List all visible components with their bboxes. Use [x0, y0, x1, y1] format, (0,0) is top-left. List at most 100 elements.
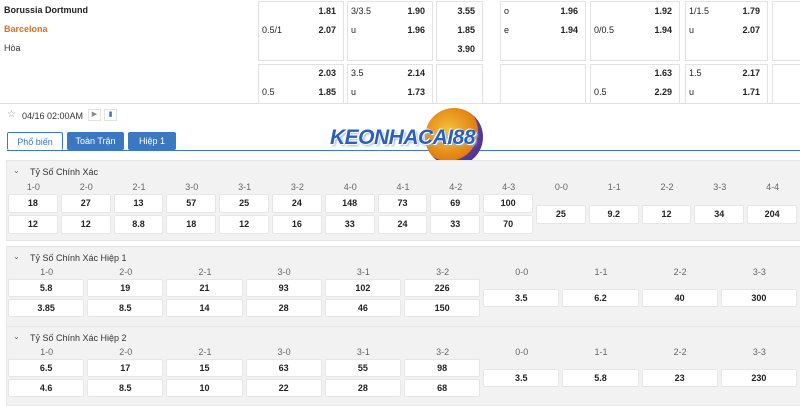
odds-group: [772, 64, 800, 104]
odds-value[interactable]: 3.55: [457, 6, 475, 16]
odds-cell[interactable]: 70: [483, 215, 533, 234]
odds-group: [772, 1, 800, 61]
odds-value[interactable]: 1.94: [560, 25, 578, 35]
odds-cell[interactable]: 8.8: [113, 215, 164, 234]
tab[interactable]: Toàn Trận: [67, 132, 124, 150]
odds-cell[interactable]: 6.2: [562, 289, 639, 307]
odds-cell[interactable]: 25: [536, 204, 586, 224]
odds-value[interactable]: 2.03: [318, 68, 336, 78]
odds-cell[interactable]: 150: [404, 299, 481, 317]
odds-cell[interactable]: 226: [404, 279, 481, 297]
odds-value[interactable]: 2.29: [654, 87, 672, 97]
odds-value[interactable]: 2.07: [318, 25, 336, 35]
score-label: 3-1: [356, 267, 370, 277]
odds-cell[interactable]: 28: [245, 299, 322, 317]
score-label: 4-0: [343, 182, 357, 192]
odds-cell[interactable]: 73: [377, 194, 428, 213]
odds-cell[interactable]: 300: [720, 289, 797, 307]
odds-value[interactable]: 1.90: [407, 6, 425, 16]
tab[interactable]: Hiệp 1: [128, 132, 176, 150]
odds-value[interactable]: 1.96: [407, 25, 425, 35]
odds-cell[interactable]: 22: [245, 379, 322, 397]
odds-cell[interactable]: 33: [430, 215, 481, 234]
odds-cell[interactable]: 93: [245, 279, 322, 297]
odds-cell[interactable]: 5.8: [562, 369, 639, 387]
odds-cell[interactable]: 33: [324, 215, 375, 234]
odds-cell[interactable]: 23: [641, 369, 718, 387]
odds-value[interactable]: 1.94: [654, 25, 672, 35]
odds-value[interactable]: 1.81: [318, 6, 336, 16]
odds-cell[interactable]: 5.8: [8, 279, 85, 297]
stats-button[interactable]: ▮: [104, 109, 117, 121]
odds-cell[interactable]: 148: [324, 194, 375, 213]
tab[interactable]: Phổ biến: [7, 132, 63, 150]
odds-cell[interactable]: 12: [60, 215, 111, 234]
odds-value[interactable]: 1.85: [457, 25, 475, 35]
odds-cell[interactable]: 25: [219, 194, 269, 213]
odds-cell[interactable]: 55: [324, 359, 401, 377]
odds-cell[interactable]: 14: [166, 299, 243, 317]
odds-value[interactable]: 1.79: [742, 6, 760, 16]
odds-cell[interactable]: 68: [404, 379, 481, 397]
odds-cell[interactable]: 4.6: [8, 379, 85, 397]
odds-value[interactable]: 1.63: [654, 68, 672, 78]
odds-value[interactable]: 1.73: [407, 87, 425, 97]
odds-cell[interactable]: 6.5: [8, 359, 85, 377]
play-button[interactable]: ▶: [88, 109, 101, 121]
odds-cell[interactable]: 46: [324, 299, 401, 317]
odds-cell[interactable]: 12: [219, 215, 269, 234]
odds-cell[interactable]: 57: [166, 194, 217, 213]
odds-value[interactable]: 1.85: [318, 87, 336, 97]
odds-cell[interactable]: 98: [404, 359, 481, 377]
odds-cell[interactable]: 40: [641, 289, 718, 307]
score-label: 2-2: [673, 347, 687, 357]
handicap-line: u: [689, 87, 695, 97]
odds-cell[interactable]: 63: [245, 359, 322, 377]
odds-cell[interactable]: 100: [483, 194, 533, 213]
odds-cell[interactable]: 15: [166, 359, 243, 377]
odds-value[interactable]: 2.14: [407, 68, 425, 78]
odds-cell[interactable]: 18: [8, 194, 58, 213]
odds-value[interactable]: 1.96: [560, 6, 578, 16]
odds-value[interactable]: 1.92: [654, 6, 672, 16]
odds-cell[interactable]: 204: [747, 204, 797, 224]
odds-cell[interactable]: 3.5: [483, 369, 560, 387]
odds-cell[interactable]: 21: [166, 279, 243, 297]
section-title: Tỷ Số Chính Xác Hiệp 1: [30, 253, 127, 263]
odds-cell[interactable]: 9.2: [588, 204, 639, 224]
odds-value[interactable]: 2.07: [742, 25, 760, 35]
odds-cell[interactable]: 230: [720, 369, 797, 387]
score-label: 3-0: [277, 267, 291, 277]
odds-cell[interactable]: 8.5: [87, 379, 164, 397]
odds-cell[interactable]: 18: [166, 215, 217, 234]
odds-cell[interactable]: 3.85: [8, 299, 85, 317]
odds-cell[interactable]: 17: [87, 359, 164, 377]
odds-cell[interactable]: 27: [60, 194, 111, 213]
odds-value[interactable]: 1.71: [742, 87, 760, 97]
odds-value[interactable]: 3.90: [457, 44, 475, 54]
odds-cell[interactable]: 28: [324, 379, 401, 397]
score-label: 3-2: [290, 182, 304, 192]
odds-cell[interactable]: 16: [272, 215, 322, 234]
odds-cell[interactable]: 12: [8, 215, 58, 234]
odds-cell[interactable]: 69: [430, 194, 481, 213]
odds-cell[interactable]: 102: [324, 279, 401, 297]
odds-cell[interactable]: 13: [113, 194, 164, 213]
odds-cell[interactable]: 19: [87, 279, 164, 297]
odds-cell[interactable]: 24: [272, 194, 322, 213]
score-label: 3-1: [356, 347, 370, 357]
odds-cell[interactable]: 24: [377, 215, 428, 234]
chevron: ⌄: [13, 332, 20, 341]
handicap-line: u: [351, 25, 357, 35]
score-label: 2-0: [119, 267, 133, 277]
score-label: 3-1: [238, 182, 252, 192]
odds-cell[interactable]: 12: [641, 204, 692, 224]
odds-cell[interactable]: 34: [694, 204, 745, 224]
odds-cell[interactable]: 3.5: [483, 289, 560, 307]
score-label: 4-2: [449, 182, 463, 192]
logo-ball: [425, 108, 483, 166]
odds-value[interactable]: 2.17: [742, 68, 760, 78]
score-label: 2-1: [198, 347, 212, 357]
odds-cell[interactable]: 10: [166, 379, 243, 397]
odds-cell[interactable]: 8.5: [87, 299, 164, 317]
